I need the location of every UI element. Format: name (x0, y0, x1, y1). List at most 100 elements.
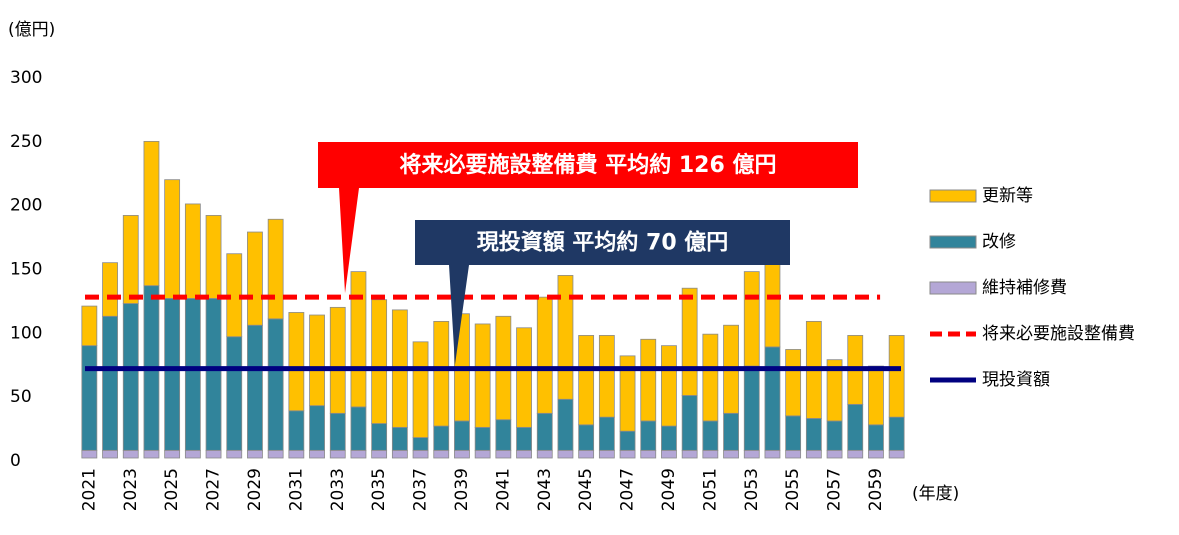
legend-label: 改修 (982, 232, 1016, 252)
bar-segment (391, 426, 408, 451)
bar-segment (412, 437, 429, 451)
bar-segment (247, 324, 263, 451)
bar-segment (743, 271, 760, 367)
bar-segment (557, 449, 574, 459)
bar-segment (474, 323, 491, 428)
bar-segment (474, 426, 491, 451)
bar-segment (516, 327, 532, 428)
bar-segment (805, 449, 822, 459)
x-tick-label: 2025 (162, 468, 182, 511)
y-tick-label: 100 (10, 323, 42, 343)
bar-segment (578, 335, 595, 426)
x-tick-label: 2043 (535, 468, 555, 511)
bar-segment (661, 425, 677, 451)
y-tick-label: 50 (10, 387, 32, 407)
bar-segment (309, 449, 325, 459)
bar-segment (785, 349, 802, 417)
callout (318, 142, 858, 294)
bar-segment (267, 218, 284, 320)
bar-segment (598, 335, 615, 418)
bar-segment (122, 303, 139, 451)
bar-segment (888, 416, 905, 451)
x-tick-label: 2033 (328, 468, 348, 511)
bar-segment (309, 314, 325, 407)
bar-segment (702, 449, 719, 459)
bar-segment (391, 449, 408, 459)
bar-segment (102, 315, 118, 451)
callout-text: 現投資額 平均約 70 億円 (477, 230, 729, 256)
bar-segment (723, 449, 739, 459)
bar-segment (764, 259, 781, 348)
legend-label: 将来必要施設整備費 (982, 324, 1135, 344)
bar-segment (205, 298, 222, 451)
x-tick-label: 2053 (742, 468, 762, 511)
x-tick-label: 2047 (618, 468, 638, 511)
bar-segment (329, 412, 346, 451)
bar-segment (226, 336, 243, 451)
y-tick-label: 150 (10, 260, 42, 280)
bar-segment (81, 305, 98, 347)
bar-segment (661, 345, 677, 427)
bar-segment (702, 420, 719, 451)
bar-segment (433, 449, 450, 459)
bar-segment (267, 318, 284, 451)
bar-segment (288, 449, 305, 459)
bar-segment (536, 296, 553, 414)
bar-segment (785, 449, 802, 459)
bar-segment (681, 449, 698, 459)
x-tick-label: 2021 (79, 468, 99, 511)
bar-segment (81, 345, 98, 451)
bar-segment (661, 449, 677, 459)
x-tick-label: 2051 (700, 468, 720, 511)
legend-swatch (929, 189, 977, 203)
bar-segment (184, 203, 201, 299)
bar-segment (681, 287, 698, 396)
bar-segment (184, 449, 201, 459)
bar-segment (847, 449, 864, 459)
bar-segment (888, 449, 905, 459)
bar-segment (619, 430, 636, 451)
bar-segment (557, 398, 574, 451)
bar-segment (764, 346, 781, 451)
bar-segment (495, 419, 512, 451)
bar-segment (640, 338, 657, 422)
bar-segment (826, 359, 843, 422)
bar-segment (868, 365, 884, 426)
bar-segment (122, 449, 139, 459)
y-unit-label: (億円) (8, 20, 55, 40)
bar-segment (536, 449, 553, 459)
bar-segment (826, 420, 843, 451)
bar-segment (598, 416, 615, 451)
legend-label: 更新等 (982, 186, 1033, 206)
bar-segment (288, 410, 305, 451)
bar-segment (288, 312, 305, 412)
bar-segment (578, 449, 595, 459)
bar-segment (785, 415, 802, 451)
bar-segment (868, 424, 884, 451)
bar-segment (598, 449, 615, 459)
bar-segment (164, 449, 181, 459)
callout (415, 220, 790, 365)
bar-segment (516, 426, 532, 451)
y-tick-label: 300 (10, 68, 42, 88)
bar-segment (557, 275, 574, 400)
bar-segment (702, 333, 719, 422)
x-tick-label: 2045 (576, 468, 596, 511)
x-tick-label: 2039 (452, 468, 472, 511)
bar-segment (122, 215, 139, 304)
bar-segment (764, 449, 781, 459)
x-tick-label: 2035 (369, 468, 389, 511)
bar-segment (640, 420, 657, 451)
x-tick-label: 2027 (204, 468, 224, 511)
bar-segment (454, 449, 470, 459)
bar-segment (433, 320, 450, 427)
x-tick-label: 2049 (659, 468, 679, 511)
x-tick-label: 2041 (493, 468, 513, 511)
x-tick-label: 2059 (866, 468, 886, 511)
bar-segment (371, 423, 388, 451)
bar-segment (143, 140, 160, 287)
bar-segment (743, 449, 760, 459)
bar-segment (143, 449, 160, 459)
bar-segment (309, 405, 325, 451)
